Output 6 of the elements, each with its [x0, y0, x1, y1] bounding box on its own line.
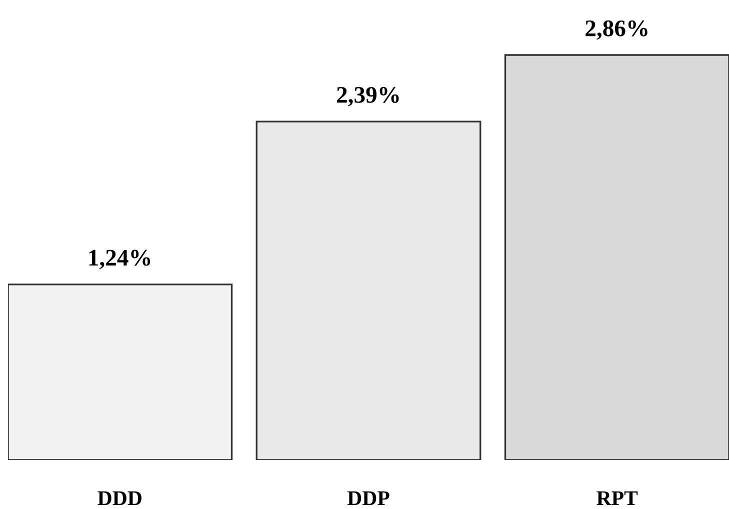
x-tick-label: DDD	[98, 491, 142, 506]
data-label: 1,24%	[89, 250, 150, 270]
data-label: 2,86%	[586, 20, 648, 40]
data-label: 2,39%	[337, 86, 399, 106]
x-tick-label: DDP	[347, 491, 390, 506]
x-tick-label: RPT	[596, 491, 638, 506]
